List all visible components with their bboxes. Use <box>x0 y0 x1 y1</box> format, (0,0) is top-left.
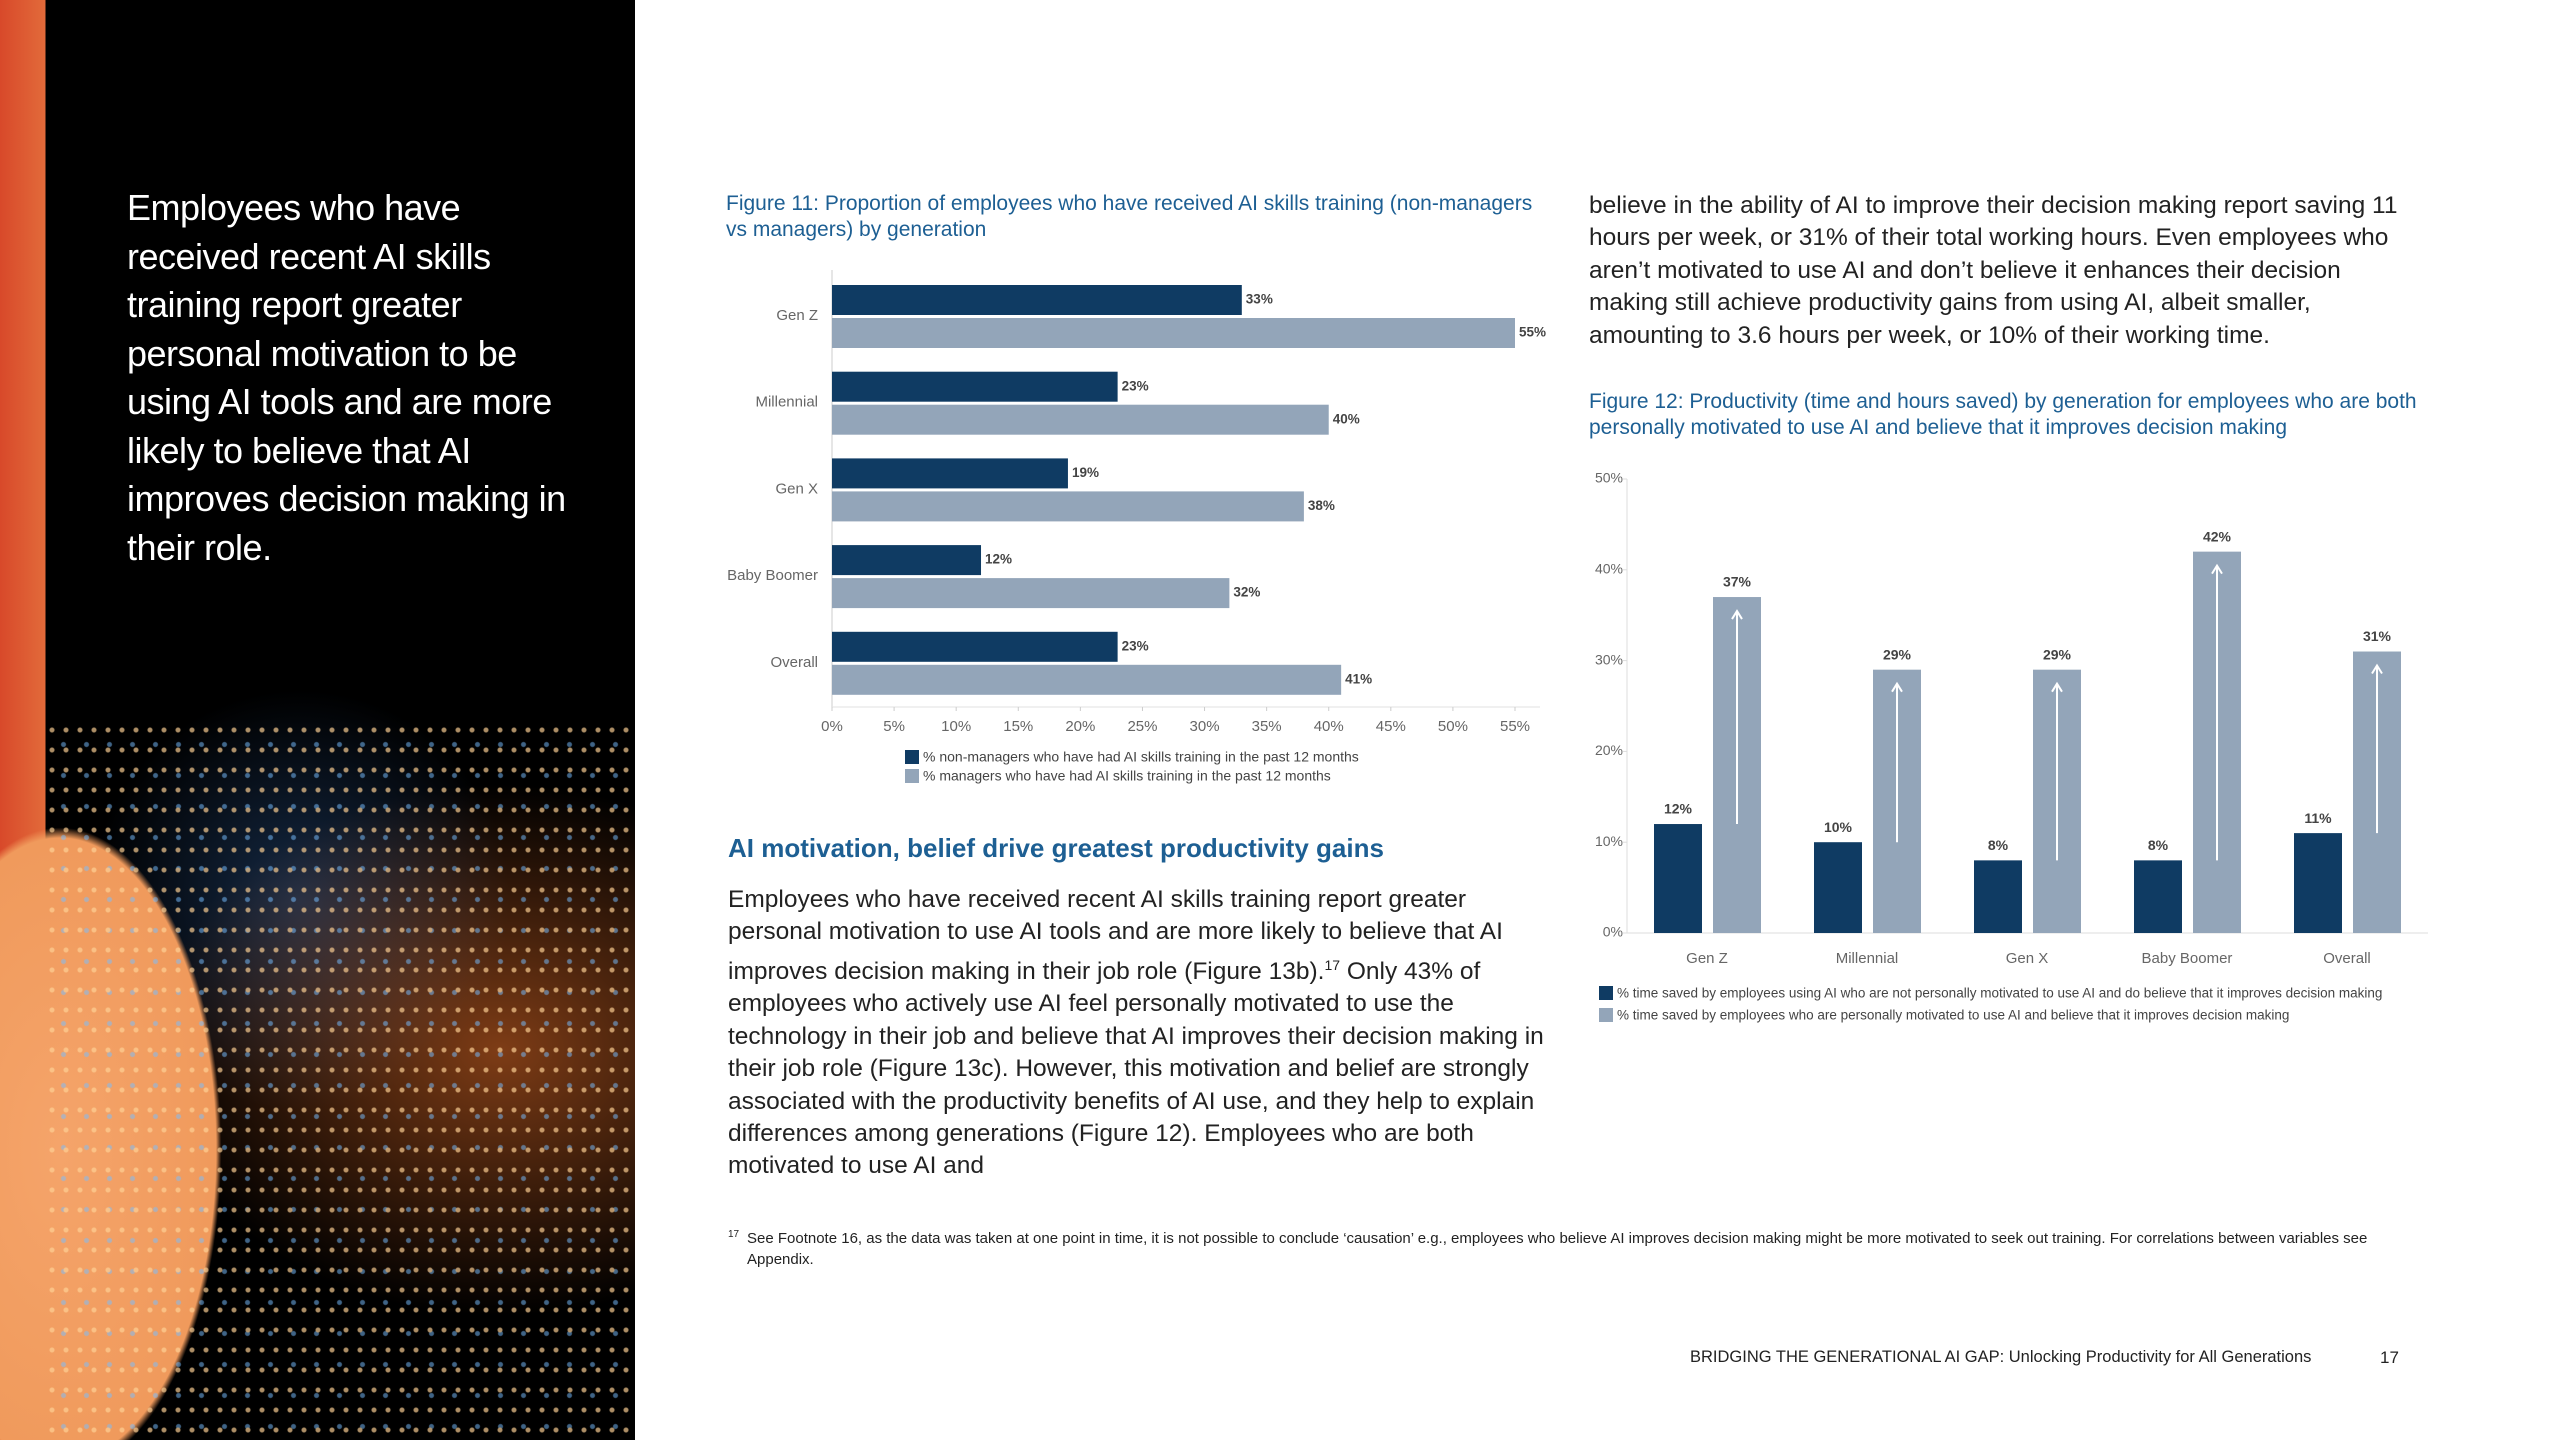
legend-label: % non-managers who have had AI skills tr… <box>923 749 1359 765</box>
value-label: 32% <box>1233 585 1260 600</box>
bar <box>832 545 982 576</box>
footer-title: BRIDGING THE GENERATIONAL AI GAP: Unlock… <box>1690 1348 2312 1366</box>
category-label: Millennial <box>755 394 818 411</box>
value-label: 12% <box>985 552 1012 567</box>
value-label: 29% <box>1883 646 1912 662</box>
category-label: Gen X <box>775 480 818 497</box>
legend-swatch <box>1599 986 1613 1000</box>
legend-label: % time saved by employees who are person… <box>1617 1008 2289 1023</box>
value-label: 31% <box>2363 628 2392 644</box>
body-text: Only 43% of employees who actively use A… <box>728 957 1544 1180</box>
figure-title: Figure 11: Proportion of employees who h… <box>726 192 1533 241</box>
category-label: Overall <box>2323 950 2371 967</box>
bar <box>832 491 1304 522</box>
value-label: 55% <box>1519 325 1546 340</box>
x-tick-label: 25% <box>1127 718 1157 735</box>
x-tick-label: 45% <box>1376 718 1406 735</box>
value-label: 40% <box>1333 411 1360 426</box>
bar <box>832 578 1230 609</box>
bar <box>2294 833 2342 933</box>
value-label: 23% <box>1122 638 1149 653</box>
decorative-dots <box>45 720 635 1440</box>
arrow-head <box>1731 609 1743 620</box>
x-tick-label: 5% <box>883 718 905 735</box>
section-heading: AI motivation, belief drive greatest pro… <box>728 833 1384 863</box>
figure-title: Figure 12: Productivity (time and hours … <box>1589 390 2417 439</box>
value-label: 33% <box>1246 292 1273 307</box>
x-tick-label: 20% <box>1065 718 1095 735</box>
value-label: 19% <box>1072 465 1099 480</box>
value-label: 29% <box>2043 646 2072 662</box>
footnote: 17 See Footnote 16, as the data was taken… <box>728 1228 2378 1270</box>
footnote-marker: 17 <box>728 1229 740 1240</box>
value-label: 8% <box>2148 837 2169 853</box>
category-label: Baby Boomer <box>727 567 818 584</box>
legend-label: % time saved by employees using AI who a… <box>1617 986 2382 1001</box>
legend-swatch <box>1599 1008 1613 1022</box>
value-label: 23% <box>1122 378 1149 393</box>
sidebar-quote: Employees who have received recent AI sk… <box>127 187 566 568</box>
body-paragraph: believe in the ability of AI to improve … <box>1589 192 2398 349</box>
page-number: 17 <box>2380 1348 2399 1367</box>
bar <box>832 371 1118 402</box>
y-tick-label: 50% <box>1595 470 1623 486</box>
value-label: 11% <box>2304 810 2332 826</box>
legend-label: % managers who have had AI skills traini… <box>923 768 1331 784</box>
x-tick-label: 30% <box>1190 718 1220 735</box>
footnote-ref: 17 <box>1324 956 1341 973</box>
bar <box>832 318 1515 348</box>
bar <box>2134 860 2182 933</box>
value-label: 37% <box>1723 574 1752 590</box>
category-label: Overall <box>770 654 818 671</box>
x-tick-label: 40% <box>1314 718 1344 735</box>
category-label: Gen Z <box>1686 950 1728 967</box>
bar <box>832 631 1118 662</box>
bar <box>1654 824 1702 933</box>
y-tick-label: 10% <box>1595 833 1623 849</box>
bar <box>832 285 1242 315</box>
category-label: Gen X <box>2006 950 2049 967</box>
category-label: Gen Z <box>776 307 818 324</box>
body-paragraph: Employees who have received recent AI sk… <box>728 884 1558 1183</box>
value-label: 10% <box>1824 819 1853 835</box>
arrow-head <box>2211 563 2223 575</box>
category-label: Baby Boomer <box>2142 950 2233 967</box>
legend-swatch <box>905 769 919 783</box>
bar <box>832 664 1342 695</box>
x-tick-label: 50% <box>1438 718 1468 735</box>
bar <box>1814 842 1862 933</box>
arrow-head <box>1891 681 1903 693</box>
bar <box>1974 860 2022 933</box>
bar <box>832 404 1329 435</box>
value-label: 42% <box>2203 528 2232 544</box>
y-tick-label: 20% <box>1595 742 1623 758</box>
category-label: Millennial <box>1836 950 1899 967</box>
x-tick-label: 35% <box>1252 718 1282 735</box>
sidebar: Employees who have received recent AI sk… <box>0 0 635 1440</box>
value-label: 41% <box>1345 671 1372 686</box>
x-tick-label: 55% <box>1500 718 1530 735</box>
arrow-head <box>2371 663 2383 675</box>
footnote-text: See Footnote 16, as the data was taken a… <box>747 1230 2368 1268</box>
value-label: 38% <box>1308 498 1335 513</box>
bar <box>832 458 1068 489</box>
x-tick-label: 0% <box>821 718 843 735</box>
body-text: Employees who have received recent AI sk… <box>728 886 1503 985</box>
x-tick-label: 10% <box>941 718 971 735</box>
value-label: 12% <box>1664 801 1693 817</box>
x-tick-label: 15% <box>1003 718 1033 735</box>
y-tick-label: 30% <box>1595 651 1623 667</box>
arrow-head <box>2051 681 2063 693</box>
legend-swatch <box>905 750 919 764</box>
y-tick-label: 40% <box>1595 561 1623 577</box>
value-label: 8% <box>1988 837 2009 853</box>
y-tick-label: 0% <box>1603 924 1623 940</box>
